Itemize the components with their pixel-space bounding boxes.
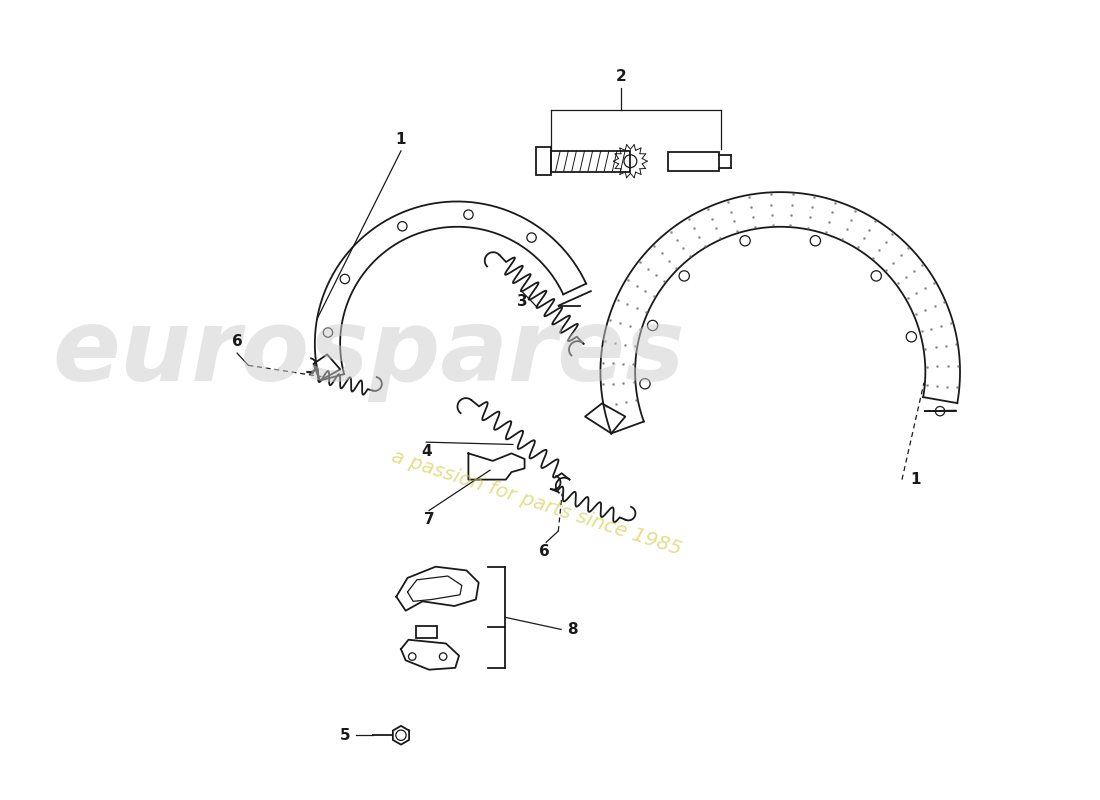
Text: 4: 4 bbox=[421, 444, 431, 459]
Bar bbox=[536, 147, 551, 175]
Bar bbox=[416, 626, 437, 638]
Text: eurospares: eurospares bbox=[52, 305, 684, 402]
Text: 1: 1 bbox=[396, 132, 406, 147]
Text: 3: 3 bbox=[517, 294, 528, 309]
Bar bbox=[551, 151, 630, 171]
Text: 7: 7 bbox=[424, 512, 434, 527]
Text: 8: 8 bbox=[566, 622, 578, 637]
Text: 5: 5 bbox=[340, 728, 350, 742]
Text: 1: 1 bbox=[911, 472, 922, 487]
Bar bbox=[668, 152, 719, 170]
Text: a passion for parts since 1985: a passion for parts since 1985 bbox=[389, 447, 684, 559]
Text: 6: 6 bbox=[232, 334, 242, 350]
Text: 6: 6 bbox=[539, 544, 550, 559]
Text: 2: 2 bbox=[616, 70, 626, 85]
